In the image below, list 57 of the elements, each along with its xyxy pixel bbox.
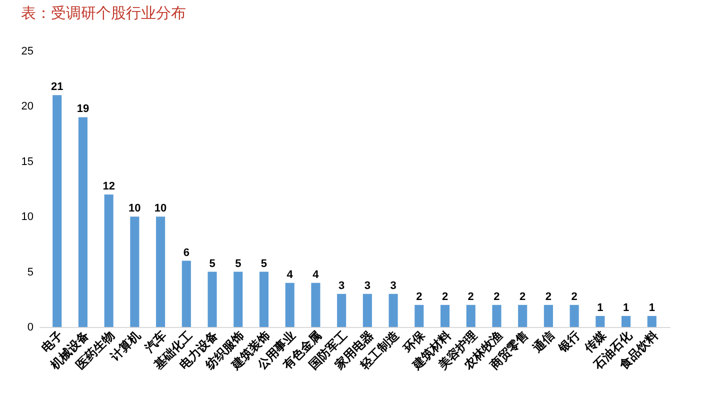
data-label: 1 bbox=[597, 302, 604, 314]
bar bbox=[466, 304, 476, 327]
bar bbox=[78, 117, 88, 327]
bar bbox=[259, 272, 269, 327]
data-label: 10 bbox=[128, 202, 141, 215]
bar bbox=[414, 304, 424, 327]
data-label: 3 bbox=[364, 280, 370, 292]
bar bbox=[596, 316, 605, 327]
x-tick-label: 银行 bbox=[555, 328, 583, 356]
bar bbox=[440, 304, 450, 327]
data-label: 21 bbox=[50, 81, 64, 94]
data-label: 12 bbox=[102, 180, 115, 193]
data-label: 3 bbox=[338, 280, 345, 292]
bar bbox=[285, 282, 294, 327]
data-label: 4 bbox=[312, 268, 320, 281]
data-label: 4 bbox=[286, 268, 294, 281]
bar bbox=[208, 272, 217, 327]
data-label: 5 bbox=[209, 258, 216, 270]
bar bbox=[647, 316, 656, 327]
bar bbox=[156, 216, 166, 327]
y-tick-label: 10 bbox=[21, 211, 34, 224]
y-tick-label: 0 bbox=[27, 322, 34, 334]
data-label: 2 bbox=[416, 290, 422, 303]
x-tick-label: 通信 bbox=[529, 328, 557, 356]
bar bbox=[311, 282, 320, 327]
y-tick-label: 5 bbox=[27, 266, 34, 278]
data-label: 5 bbox=[260, 258, 268, 270]
bar bbox=[234, 272, 243, 327]
data-label: 3 bbox=[390, 280, 396, 292]
bar bbox=[130, 216, 140, 327]
data-label: 10 bbox=[154, 202, 167, 215]
y-tick-label: 20 bbox=[21, 100, 34, 113]
bar bbox=[337, 294, 346, 327]
data-label: 5 bbox=[235, 258, 242, 270]
bar bbox=[492, 304, 502, 327]
data-label: 2 bbox=[545, 290, 552, 303]
y-tick-label: 25 bbox=[21, 46, 34, 58]
data-label: 2 bbox=[571, 290, 578, 303]
data-label: 19 bbox=[76, 103, 90, 116]
data-label: 6 bbox=[183, 246, 190, 259]
bar bbox=[570, 304, 579, 327]
data-label: 2 bbox=[520, 290, 526, 303]
chart-title: 表：受调研个股行业分布 bbox=[20, 4, 186, 22]
data-label: 1 bbox=[648, 302, 655, 314]
bar bbox=[544, 304, 553, 327]
bar bbox=[388, 294, 398, 327]
bar bbox=[104, 194, 114, 327]
bar bbox=[622, 316, 631, 327]
bar bbox=[518, 304, 528, 327]
data-label: 2 bbox=[468, 290, 474, 303]
data-label: 2 bbox=[494, 290, 500, 303]
bar bbox=[362, 294, 372, 327]
bar bbox=[182, 260, 191, 327]
data-label: 2 bbox=[442, 290, 448, 303]
data-label: 1 bbox=[622, 302, 630, 314]
y-tick-label: 15 bbox=[21, 156, 34, 168]
bar bbox=[52, 95, 62, 327]
